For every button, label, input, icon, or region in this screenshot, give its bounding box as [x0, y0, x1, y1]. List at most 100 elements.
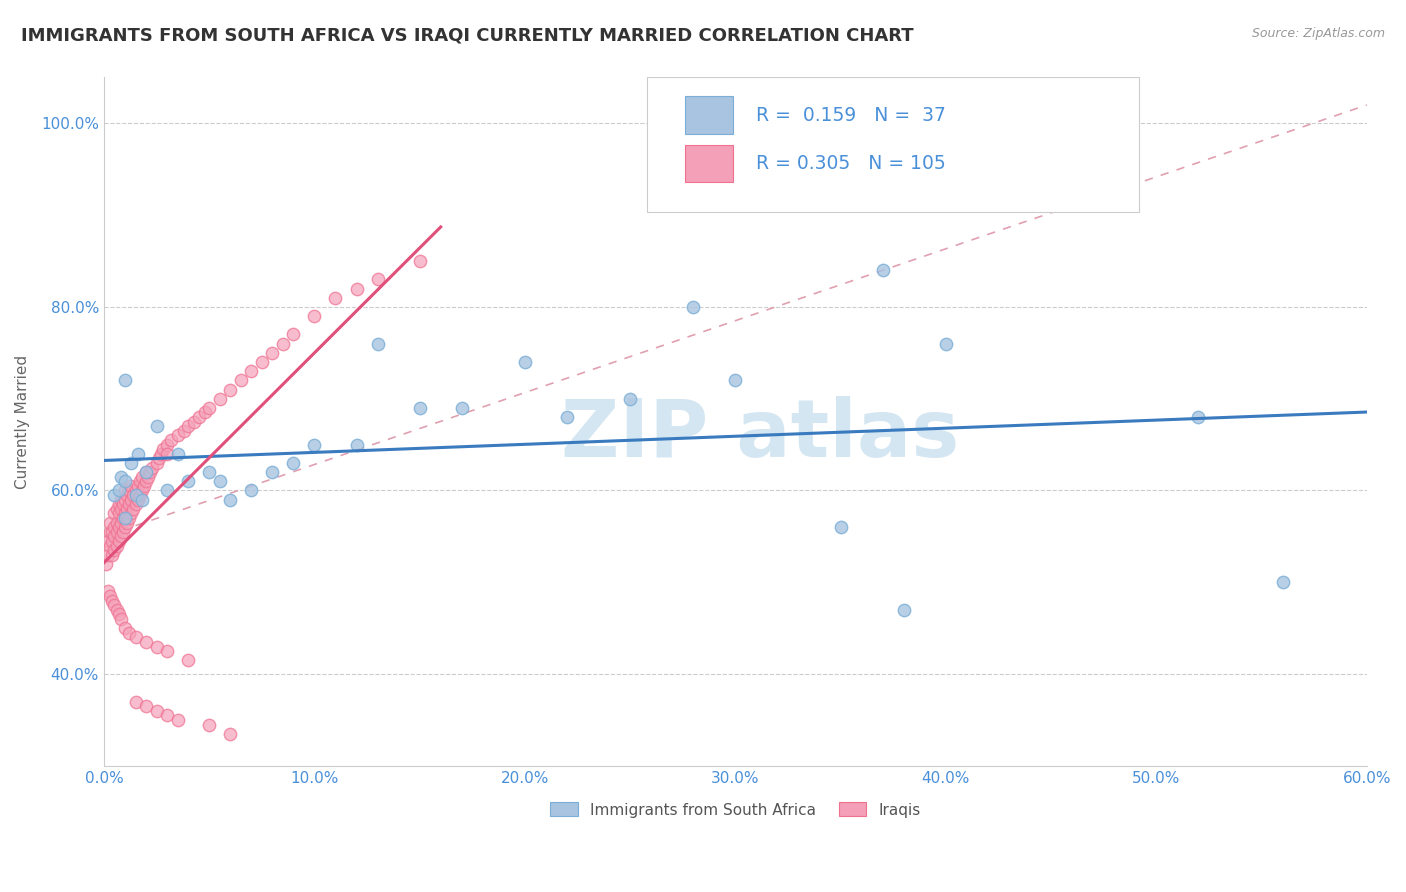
- Point: [240, 483, 263, 498]
- Point: [114, 621, 136, 635]
- Point: [408, 401, 430, 415]
- Text: IMMIGRANTS FROM SOUTH AFRICA VS IRAQI CURRENTLY MARRIED CORRELATION CHART: IMMIGRANTS FROM SOUTH AFRICA VS IRAQI CU…: [21, 27, 914, 45]
- Point: [262, 346, 284, 360]
- Point: [98, 516, 121, 530]
- Point: [105, 603, 128, 617]
- Point: [107, 520, 129, 534]
- Point: [198, 717, 221, 731]
- Point: [166, 428, 188, 442]
- Point: [145, 640, 167, 654]
- Point: [304, 437, 326, 451]
- FancyBboxPatch shape: [685, 96, 733, 134]
- Point: [513, 355, 536, 369]
- Point: [177, 475, 200, 489]
- Point: [346, 281, 368, 295]
- Point: [408, 254, 430, 268]
- Point: [156, 644, 179, 658]
- Point: [935, 336, 957, 351]
- Point: [450, 401, 472, 415]
- Point: [103, 507, 125, 521]
- Point: [166, 447, 188, 461]
- Text: ZIP atlas: ZIP atlas: [561, 396, 960, 475]
- Point: [103, 529, 125, 543]
- Point: [120, 507, 142, 521]
- Point: [114, 373, 136, 387]
- Point: [124, 483, 146, 498]
- Point: [105, 516, 128, 530]
- Point: [105, 501, 128, 516]
- FancyBboxPatch shape: [685, 145, 733, 183]
- Point: [115, 488, 138, 502]
- Point: [141, 460, 163, 475]
- Point: [156, 483, 179, 498]
- Point: [124, 488, 146, 502]
- Point: [250, 355, 273, 369]
- Point: [148, 451, 170, 466]
- Point: [105, 539, 128, 553]
- Point: [132, 479, 155, 493]
- Point: [177, 419, 200, 434]
- Point: [114, 507, 136, 521]
- Point: [208, 475, 231, 489]
- Point: [893, 603, 915, 617]
- Point: [101, 533, 124, 548]
- Point: [173, 424, 195, 438]
- Point: [194, 405, 217, 419]
- Point: [304, 309, 326, 323]
- FancyBboxPatch shape: [647, 78, 1139, 211]
- Point: [120, 479, 142, 493]
- Point: [107, 483, 129, 498]
- Point: [724, 373, 747, 387]
- Point: [111, 524, 134, 539]
- Point: [149, 447, 172, 461]
- Point: [131, 483, 153, 498]
- Point: [114, 475, 136, 489]
- Text: Source: ZipAtlas.com: Source: ZipAtlas.com: [1251, 27, 1385, 40]
- Point: [110, 492, 132, 507]
- Point: [177, 653, 200, 667]
- Point: [346, 437, 368, 451]
- Point: [619, 392, 641, 406]
- Point: [111, 511, 134, 525]
- Point: [98, 589, 121, 603]
- Point: [107, 533, 129, 548]
- Point: [135, 465, 157, 479]
- Point: [219, 383, 242, 397]
- Point: [219, 727, 242, 741]
- Point: [229, 373, 252, 387]
- Point: [240, 364, 263, 378]
- Point: [156, 708, 179, 723]
- Point: [115, 516, 138, 530]
- Point: [105, 524, 128, 539]
- Point: [120, 456, 142, 470]
- Point: [98, 539, 121, 553]
- Point: [367, 272, 389, 286]
- Point: [187, 410, 209, 425]
- Point: [124, 631, 146, 645]
- Point: [97, 533, 120, 548]
- Point: [160, 433, 183, 447]
- Point: [107, 507, 129, 521]
- Point: [122, 488, 145, 502]
- Point: [145, 419, 167, 434]
- Point: [110, 612, 132, 626]
- Point: [114, 492, 136, 507]
- Point: [111, 497, 134, 511]
- Text: R =  0.159   N =  37: R = 0.159 N = 37: [755, 106, 945, 125]
- Point: [118, 511, 141, 525]
- Point: [136, 469, 159, 483]
- Point: [103, 599, 125, 613]
- Point: [198, 465, 221, 479]
- Point: [110, 516, 132, 530]
- Point: [127, 492, 149, 507]
- Point: [101, 548, 124, 562]
- Point: [135, 465, 157, 479]
- Point: [156, 437, 179, 451]
- Point: [103, 543, 125, 558]
- Point: [1187, 410, 1209, 425]
- Point: [145, 456, 167, 470]
- Legend: Immigrants from South Africa, Iraqis: Immigrants from South Africa, Iraqis: [544, 797, 927, 823]
- Point: [114, 511, 136, 525]
- Point: [682, 300, 704, 314]
- Point: [115, 501, 138, 516]
